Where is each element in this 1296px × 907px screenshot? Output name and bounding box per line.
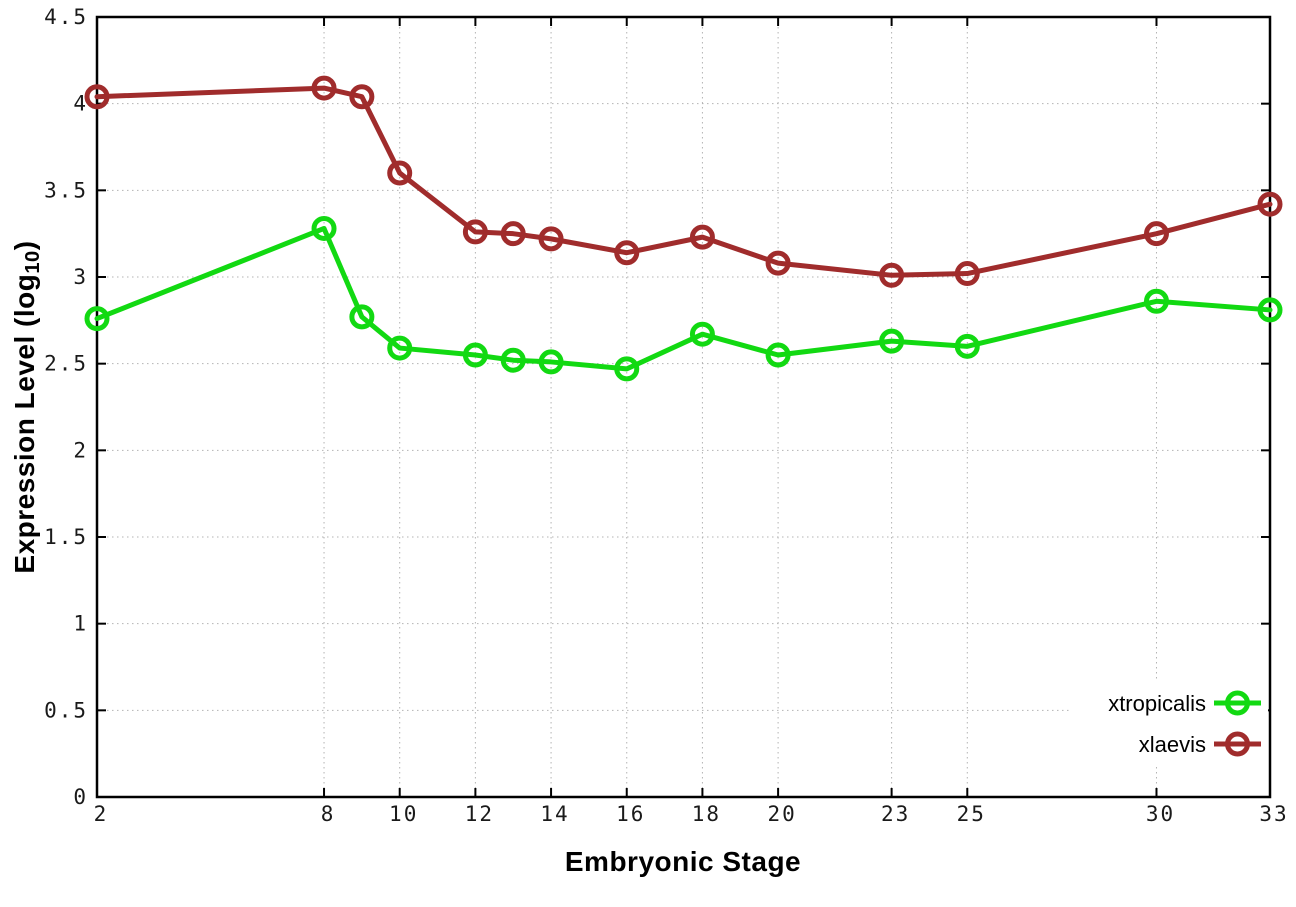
- data-point-xlaevis: [614, 240, 640, 266]
- data-point-xlaevis: [500, 221, 526, 247]
- x-tick-labels: 2 8 10 12 14 16 18 20 23 25 30 33: [94, 802, 1288, 826]
- y-axis-title-suffix: ): [8, 240, 40, 251]
- series-line-xtropicalis: [94, 225, 1273, 372]
- legend-marker-xlaevis: [1225, 731, 1250, 757]
- data-point-xlaevis: [311, 75, 337, 101]
- x-tick-label: 33: [1259, 802, 1288, 826]
- data-point-xlaevis: [387, 160, 413, 186]
- data-point-xtropicalis: [84, 306, 110, 332]
- grid-lines: [97, 17, 1270, 797]
- legend-entry-xlaevis: xlaevis: [1139, 731, 1261, 757]
- y-tick-label: 1: [73, 612, 88, 636]
- data-point-xlaevis: [1257, 191, 1283, 217]
- y-tick-label: 0: [73, 785, 88, 809]
- axis-tick-marks: [96, 16, 1271, 798]
- data-point-xlaevis: [462, 219, 488, 245]
- x-tick-label: 25: [957, 802, 986, 826]
- x-tick-label: 2: [94, 802, 109, 826]
- y-tick-label: 0.5: [44, 698, 88, 722]
- data-point-xlaevis: [84, 84, 110, 110]
- data-point-xtropicalis: [614, 356, 640, 382]
- data-point-xtropicalis: [765, 342, 791, 368]
- data-point-xlaevis: [954, 261, 980, 287]
- legend-label-xtropicalis: xtropicalis: [1108, 691, 1206, 716]
- series-xlaevis: [84, 75, 1283, 288]
- legend-label-xlaevis: xlaevis: [1139, 732, 1206, 757]
- x-tick-label: 20: [767, 802, 796, 826]
- data-point-xlaevis: [538, 226, 564, 252]
- data-point-xlaevis: [879, 262, 905, 288]
- y-tick-label: 3: [73, 265, 88, 289]
- data-point-xtropicalis: [1143, 288, 1169, 314]
- data-point-xtropicalis: [311, 215, 337, 241]
- x-tick-label: 18: [692, 802, 721, 826]
- x-tick-label: 12: [465, 802, 494, 826]
- legend-marker-xtropicalis: [1225, 690, 1250, 716]
- series-line-xlaevis: [94, 85, 1273, 278]
- data-point-xlaevis: [1143, 221, 1169, 247]
- data-point-xlaevis: [765, 250, 791, 276]
- data-point-xtropicalis: [538, 349, 564, 375]
- y-axis-title: Expression Level (log10): [9, 240, 45, 573]
- legend-entry-xtropicalis: xtropicalis: [1108, 690, 1261, 716]
- y-tick-label: 2.5: [44, 352, 88, 376]
- y-tick-label: 3.5: [44, 178, 88, 202]
- data-point-xlaevis: [349, 84, 375, 110]
- y-tick-label: 1.5: [44, 525, 88, 549]
- data-point-xtropicalis: [349, 304, 375, 330]
- y-tick-label: 4: [73, 92, 88, 116]
- x-tick-label: 23: [881, 802, 910, 826]
- x-tick-label: 10: [389, 802, 418, 826]
- plot-border: [95, 15, 1272, 799]
- x-axis-title: Embryonic Stage: [564, 846, 802, 877]
- y-tick-label: 2: [73, 438, 88, 462]
- data-point-xtropicalis: [500, 347, 526, 373]
- x-tick-label: 16: [616, 802, 645, 826]
- y-tick-label: 4.5: [44, 5, 88, 29]
- x-tick-label: 14: [540, 802, 569, 826]
- data-point-xtropicalis: [954, 333, 980, 359]
- data-point-xtropicalis: [387, 335, 413, 361]
- data-point-xtropicalis: [1257, 297, 1283, 323]
- legend: xtropicalis xlaevis: [1072, 682, 1268, 766]
- y-axis-title-text: Expression Level (log: [8, 273, 40, 574]
- series-xtropicalis: [84, 215, 1283, 382]
- data-point-xtropicalis: [879, 328, 905, 354]
- data-point-xtropicalis: [462, 342, 488, 368]
- x-tick-label: 8: [321, 802, 336, 826]
- data-point-xtropicalis: [689, 321, 715, 347]
- x-tick-label: 30: [1146, 802, 1175, 826]
- y-tick-labels: 0 0.5 1 1.5 2 2.5 3 3.5 4 4.5: [44, 5, 88, 809]
- y-axis-title-subscript: 10: [22, 250, 45, 274]
- data-point-xlaevis: [689, 224, 715, 250]
